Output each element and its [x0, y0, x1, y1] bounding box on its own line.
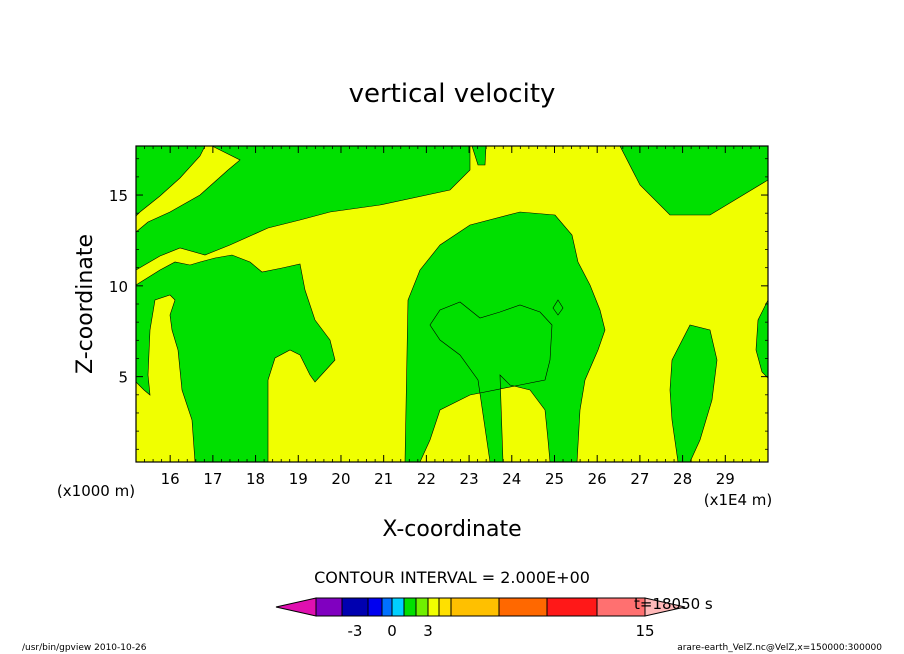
- x-tick-label: 25: [545, 470, 564, 488]
- x-units-right: (x1E4 m): [704, 491, 773, 509]
- x-tick-label: 22: [417, 470, 436, 488]
- x-tick-label: 27: [630, 470, 649, 488]
- colorbar-tick-label: 3: [423, 622, 433, 640]
- contour-region: [404, 211, 606, 463]
- colorbar-tick-label: -3: [348, 622, 363, 640]
- x-tick-label: 23: [460, 470, 479, 488]
- colorbar-segment: [498, 597, 548, 617]
- x-tick-label: 18: [246, 470, 265, 488]
- y-tick-label: 15: [109, 187, 128, 205]
- plot-axes: [135, 145, 769, 463]
- contour-region: [669, 324, 718, 463]
- x-units-left: (x1000 m): [57, 482, 135, 500]
- y-axis-label: Z-coordinate: [73, 234, 98, 374]
- colorbar-segment: [403, 597, 417, 617]
- colorbar-segment: [450, 597, 500, 617]
- x-tick-label: 21: [374, 470, 393, 488]
- time-label: t=18050 s: [634, 595, 713, 613]
- y-tick-label: 10: [109, 278, 128, 296]
- x-tick-label: 20: [331, 470, 350, 488]
- contour-interval-label: CONTOUR INTERVAL = 2.000E+00: [314, 568, 590, 587]
- colorbar-segment: [546, 597, 598, 617]
- colorbar-segment: [415, 597, 429, 617]
- x-tick-label: 17: [203, 470, 222, 488]
- colorbar-segment: [644, 597, 686, 617]
- colorbar-segment: [427, 597, 440, 617]
- colorbar-tick-label: 15: [635, 622, 654, 640]
- x-axis-label: X-coordinate: [382, 517, 521, 542]
- chart-title: vertical velocity: [349, 79, 556, 109]
- contour-region: [135, 254, 336, 463]
- contour-region: [552, 299, 564, 316]
- y-tick-label: 5: [118, 369, 128, 387]
- colorbar-segment: [367, 597, 383, 617]
- x-tick-label: 28: [673, 470, 692, 488]
- x-tick-label: 19: [289, 470, 308, 488]
- colorbar: -3 0 3 15: [275, 597, 686, 640]
- colorbar-segment: [275, 597, 317, 617]
- colorbar-segment: [391, 597, 405, 617]
- colorbar-segment: [341, 597, 369, 617]
- contour-region: [135, 145, 471, 271]
- contour-field: [135, 145, 769, 463]
- footer-right: arare-earth_VelZ.nc@VelZ,x=150000:300000: [677, 643, 882, 653]
- colorbar-segment: [315, 597, 343, 617]
- colorbar-segment: [381, 597, 393, 617]
- x-tick-label: 29: [716, 470, 735, 488]
- footer-left: /usr/bin/gpview 2010-10-26: [22, 643, 147, 653]
- colorbar-segment: [438, 597, 452, 617]
- x-tick-label: 26: [588, 470, 607, 488]
- x-tick-label: 16: [161, 470, 180, 488]
- x-tick-label: 24: [502, 470, 521, 488]
- colorbar-tick-label: 0: [387, 622, 397, 640]
